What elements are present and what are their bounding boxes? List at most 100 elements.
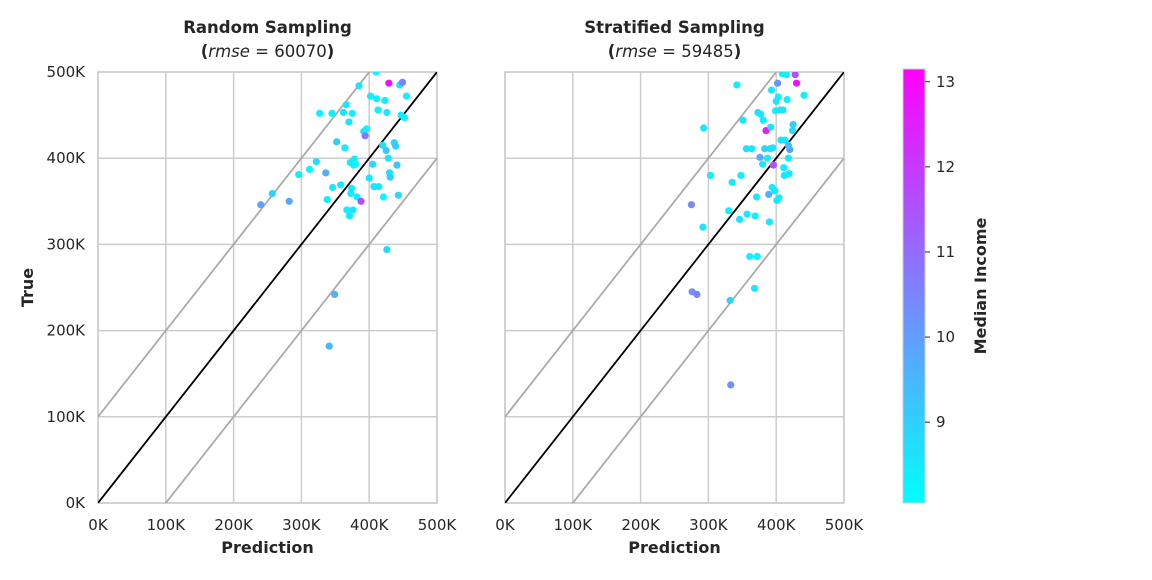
stratified-sampling-band-line: [505, 72, 778, 418]
random-sampling-plot: Random Sampling (rmse = 60070) Predictio…: [18, 18, 458, 557]
stratified-sampling-point: [757, 110, 765, 118]
random-sampling-point: [400, 114, 409, 122]
random-sampling-point: [352, 160, 360, 168]
random-sampling-point: [345, 212, 354, 220]
colorbar-tick-label: 9: [936, 413, 946, 431]
random-sampling-point: [357, 197, 365, 205]
stratified-sampling-point: [773, 79, 782, 87]
stratified-sampling-point: [767, 86, 776, 94]
stratified-sampling-point: [763, 154, 771, 162]
random-sampling-point: [394, 191, 402, 199]
random-sampling-point: [365, 174, 373, 182]
stratified-sampling-point: [765, 190, 773, 199]
random-sampling-reference-lines: [98, 72, 437, 503]
random-sampling-point: [349, 206, 357, 214]
stratified-sampling-point: [725, 207, 733, 215]
stratified-sampling-point: [769, 161, 778, 169]
stratified-sampling-point: [728, 178, 736, 186]
stratified-sampling-point: [753, 252, 761, 261]
stratified-sampling-point: [781, 136, 789, 144]
random-sampling-ytick-label: 0K: [66, 494, 87, 512]
random-sampling-band-line: [98, 72, 371, 418]
stratified-sampling-point: [727, 381, 735, 389]
random-sampling-point: [316, 109, 324, 117]
stratified-sampling-point: [759, 116, 767, 124]
stratified-sampling-point: [780, 164, 788, 172]
stratified-sampling-point: [789, 120, 797, 129]
stratified-sampling-point: [779, 106, 787, 114]
random-sampling-point: [382, 146, 390, 155]
stratified-sampling-point: [706, 171, 715, 180]
random-sampling-xtick-label: 500K: [418, 516, 458, 534]
random-sampling-point: [381, 96, 389, 105]
random-sampling-point: [392, 142, 400, 150]
random-sampling-point: [398, 78, 407, 86]
random-sampling-point: [393, 161, 401, 169]
stratified-sampling-point: [746, 252, 754, 261]
stratified-sampling-xtick-label: 300K: [689, 516, 729, 534]
random-sampling-point: [343, 206, 351, 214]
stratified-sampling-point: [756, 153, 764, 161]
random-sampling-ytick-label: 500K: [47, 63, 87, 81]
random-sampling-point: [295, 170, 303, 179]
stratified-sampling-point: [783, 95, 791, 104]
random-sampling-point: [257, 201, 265, 209]
stratified-sampling-point: [767, 123, 775, 131]
colorbar-tick-label: 12: [936, 158, 955, 176]
random-sampling-point: [331, 290, 339, 298]
random-sampling-point: [328, 109, 336, 117]
random-sampling-point: [323, 195, 331, 204]
stratified-sampling-point: [785, 170, 793, 178]
stratified-sampling-point: [761, 145, 769, 153]
random-sampling-point: [362, 125, 371, 133]
random-sampling-point: [386, 173, 394, 181]
random-sampling-ytick-label: 100K: [47, 408, 87, 426]
stratified-sampling-xtick-label: 0K: [495, 516, 516, 534]
random-sampling-xlabel: Prediction: [221, 538, 313, 557]
stratified-sampling-point: [687, 201, 696, 209]
random-sampling-point: [305, 165, 314, 174]
random-sampling-point: [339, 108, 348, 117]
colorbar-tick-label: 10: [936, 328, 955, 346]
stratified-sampling-point: [739, 116, 747, 124]
stratified-sampling-point: [791, 72, 799, 79]
stratified-sampling-reference-lines: [505, 72, 844, 503]
stratified-sampling-xlabel: Prediction: [628, 538, 720, 557]
random-sampling-title: Random Sampling: [183, 18, 352, 37]
stratified-sampling-point: [784, 141, 793, 149]
stratified-sampling-point: [748, 145, 756, 153]
random-sampling-point: [375, 183, 383, 191]
random-sampling-point: [348, 109, 356, 117]
stratified-sampling-point: [733, 81, 741, 89]
stratified-sampling-xtick-label: 500K: [825, 516, 865, 534]
stratified-sampling-point: [774, 93, 782, 101]
stratified-sampling-points: [687, 72, 808, 389]
stratified-sampling-frame: [504, 71, 845, 504]
stratified-sampling-point: [735, 215, 744, 224]
random-sampling-xtick-label: 300K: [282, 516, 322, 534]
random-sampling-band-line: [164, 157, 437, 503]
stratified-sampling-point: [769, 144, 777, 152]
random-sampling-point: [384, 154, 392, 162]
random-sampling-point: [383, 108, 391, 117]
random-sampling-point: [345, 118, 353, 126]
stratified-sampling-point: [775, 194, 783, 202]
random-sampling-point: [337, 181, 345, 189]
stratified-sampling-xtick-label: 100K: [554, 516, 594, 534]
stratified-sampling-point: [784, 154, 793, 162]
colorbar: Median Income 9 10 11 12 13: [902, 68, 990, 504]
colorbar-tick-label: 13: [936, 73, 955, 91]
random-sampling-point: [312, 158, 320, 166]
random-sampling-xtick-label: 200K: [214, 516, 254, 534]
random-sampling-point: [347, 184, 356, 192]
random-sampling-identity-line: [98, 72, 437, 503]
random-sampling-xtick-label: 400K: [350, 516, 390, 534]
random-sampling-ytick-label: 200K: [47, 322, 87, 340]
stratified-sampling-point: [743, 210, 751, 218]
stratified-sampling-point: [737, 171, 745, 180]
random-sampling-points: [257, 72, 411, 350]
random-sampling-point: [383, 245, 391, 254]
stratified-sampling-point: [782, 72, 790, 79]
stratified-sampling-point: [742, 145, 750, 153]
